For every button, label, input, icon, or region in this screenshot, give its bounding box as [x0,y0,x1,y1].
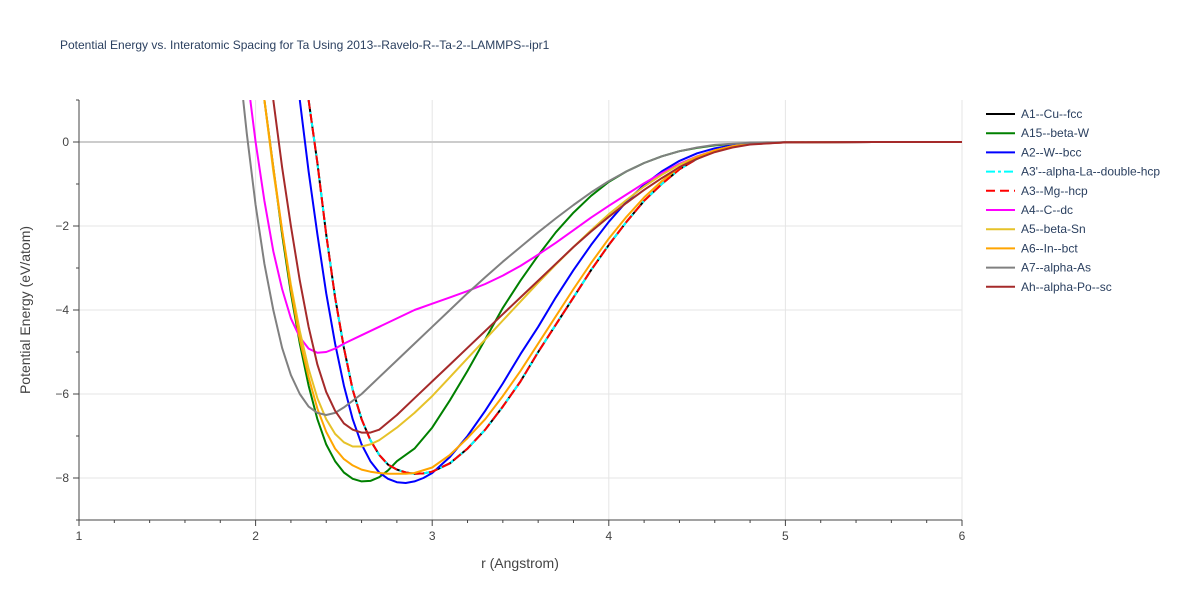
legend-item[interactable]: A5--beta-Sn [986,222,1086,236]
series-line-8 [242,100,962,416]
series-line-4 [307,100,962,475]
legend-label: A3--Mg--hcp [1021,184,1088,198]
legend-item[interactable]: Ah--alpha-Po--sc [986,280,1112,294]
series-line-2 [298,100,962,484]
legend-item[interactable]: A7--alpha-As [986,261,1091,275]
series-line-9 [272,100,962,434]
legend-item[interactable]: A6--In--bct [986,241,1078,255]
legend-item[interactable]: A15--beta-W [986,126,1090,140]
x-tick-label: 1 [76,529,83,543]
tick-labels: 1 2 3 4 5 6 −8 −6 −4 −2 0 [55,99,966,543]
legend-label: A6--In--bct [1021,241,1078,255]
grid [79,100,963,520]
legend-label: A3'--alpha-La--double-hcp [1021,165,1160,179]
chart-title: Potential Energy vs. Interatomic Spacing… [60,38,550,52]
legend-label: A15--beta-W [1021,126,1090,140]
y-tick-label: −2 [55,219,69,233]
legend-label: A5--beta-Sn [1021,222,1086,236]
legend-item[interactable]: A2--W--bcc [986,145,1081,159]
legend-item[interactable]: A3'--alpha-La--double-hcp [986,165,1160,179]
legend-item[interactable]: A1--Cu--fcc [986,107,1082,121]
series-line-1 [263,100,962,483]
y-tick-label: −4 [55,303,69,317]
legend-label: A1--Cu--fcc [1021,107,1082,121]
x-tick-label: 5 [782,529,789,543]
y-axis-title: Potential Energy (eV/atom) [17,226,33,394]
y-tick-label: −6 [55,387,69,401]
x-tick-label: 4 [605,529,612,543]
x-tick-label: 3 [429,529,436,543]
y-tick-label: −8 [55,471,69,485]
x-tick-label: 2 [252,529,259,543]
series-line-6 [263,100,962,448]
legend-label: Ah--alpha-Po--sc [1021,280,1112,294]
x-axis-title: r (Angstrom) [481,555,559,571]
series-line-7 [263,100,962,475]
series-lines [242,100,962,484]
legend-item[interactable]: A3--Mg--hcp [986,184,1088,198]
series-line-0 [307,100,962,475]
legend-label: A2--W--bcc [1021,145,1081,159]
series-line-3 [307,100,962,475]
y-tick-label: 0 [62,135,69,149]
legend-item[interactable]: A4--C--dc [986,203,1073,217]
legend: A1--Cu--fcc A15--beta-W A2--W--bcc A3'--alp… [986,107,1160,294]
x-tick-label: 6 [959,529,966,543]
legend-label: A7--alpha-As [1021,261,1091,275]
legend-label: A4--C--dc [1021,203,1073,217]
